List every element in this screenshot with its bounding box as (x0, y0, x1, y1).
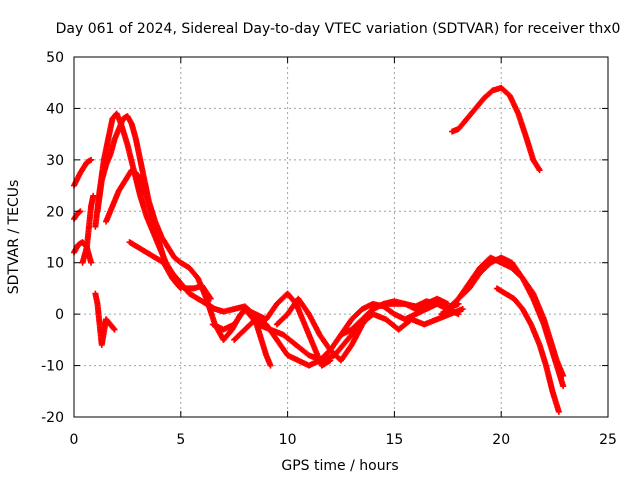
data-point-plus (207, 295, 214, 302)
series-track-d (79, 192, 97, 266)
y-tick-label: 50 (46, 50, 64, 66)
data-layer (71, 84, 567, 415)
series-track-c (71, 208, 84, 222)
x-tick-label: 0 (70, 432, 79, 448)
x-tick-label: 20 (492, 432, 510, 448)
data-point-plus (88, 156, 95, 163)
data-point-plus (176, 284, 183, 291)
series-track-g (92, 290, 118, 348)
y-tick-label: -20 (41, 410, 64, 426)
data-point-plus (560, 372, 567, 379)
x-tick-label: 25 (599, 432, 617, 448)
data-point-plus (90, 192, 97, 199)
x-tick-label: 10 (279, 432, 297, 448)
data-point-plus (76, 209, 83, 216)
data-point-plus (555, 408, 562, 415)
plot-frame (73, 56, 609, 418)
series-track-h (103, 167, 214, 302)
data-point-plus (444, 300, 451, 307)
y-tick-label: 40 (46, 101, 64, 117)
y-tick-label: 20 (46, 204, 64, 220)
y-tick-label: 10 (46, 256, 64, 272)
data-point-plus (88, 259, 95, 266)
series-track-i (126, 239, 184, 292)
data-point-plus (560, 383, 567, 390)
series-track-p (444, 254, 567, 379)
data-point-plus (177, 285, 184, 292)
y-tick-label: -10 (41, 359, 64, 375)
series-track-r (449, 84, 543, 174)
data-point-plus (267, 362, 274, 369)
data-point-plus (111, 326, 118, 333)
series-track-j (209, 290, 334, 369)
series-track-a (71, 156, 95, 189)
x-axis-label: GPS time / hours (281, 458, 398, 474)
data-point-plus (459, 306, 466, 312)
x-tick-label: 5 (176, 432, 185, 448)
x-tick-label: 15 (385, 432, 403, 448)
grid-layer (74, 57, 608, 417)
y-tick-label: 0 (55, 307, 64, 323)
series-track-q (493, 285, 562, 415)
chart-title: Day 061 of 2024, Sidereal Day-to-day VTE… (56, 21, 621, 37)
tick-layer: 0 5 10 15 20 25 -20 -10 0 10 20 30 40 50 (41, 50, 617, 448)
data-point-plus (110, 325, 117, 332)
data-point-plus (536, 167, 543, 174)
y-tick-label: 30 (46, 153, 64, 169)
series-track-n (338, 295, 451, 338)
y-axis-label: SDTVAR / TECUs (6, 180, 22, 295)
